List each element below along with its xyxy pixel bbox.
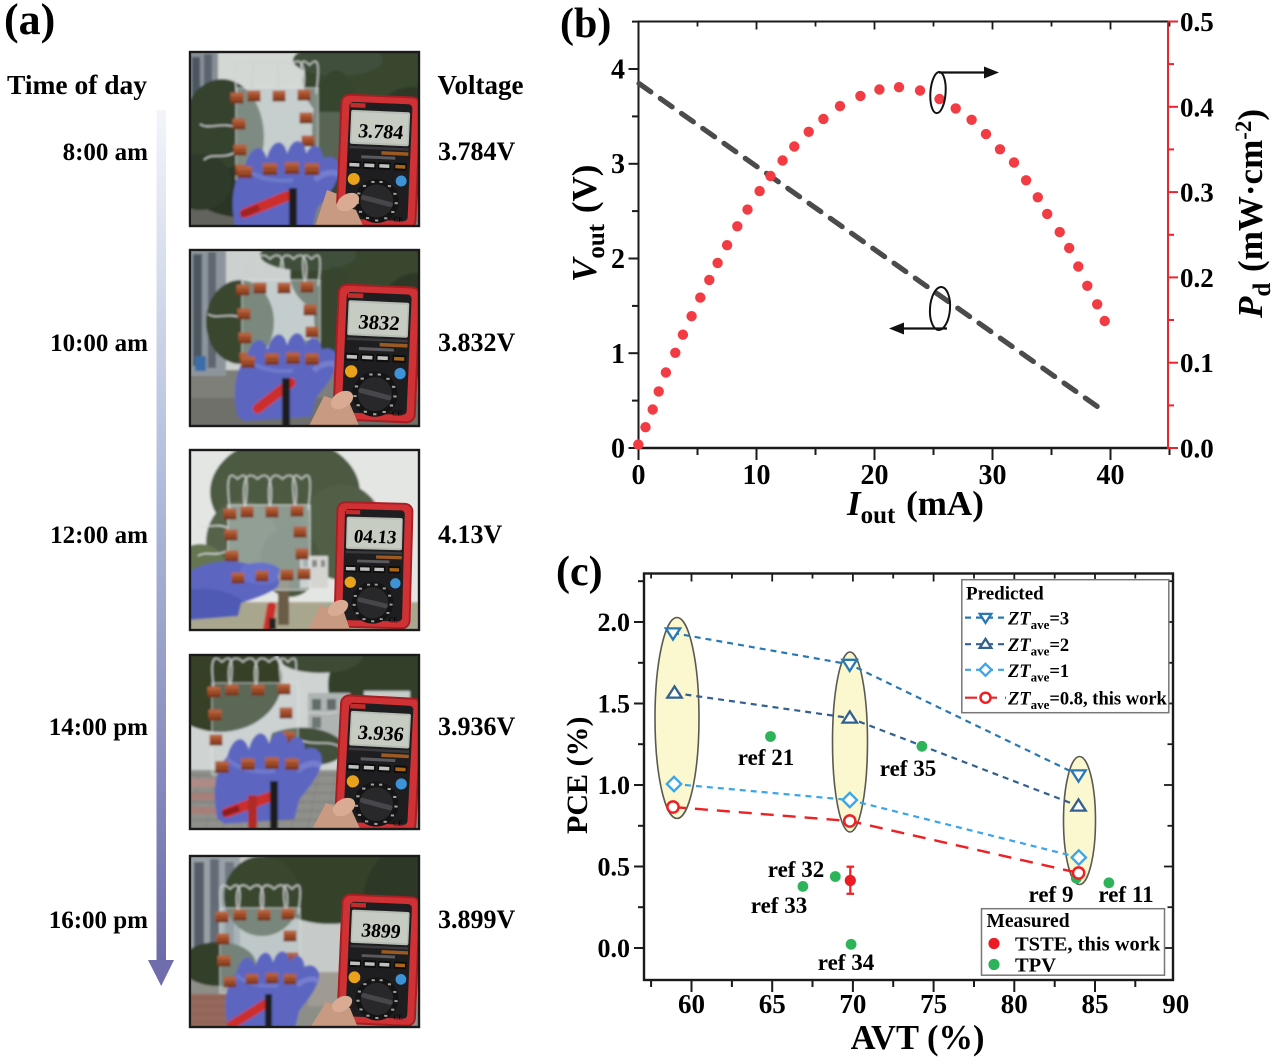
svg-text:40: 40 bbox=[1097, 460, 1125, 491]
svg-text:3.936: 3.936 bbox=[356, 722, 405, 746]
svg-text:Iout (mA): Iout (mA) bbox=[846, 484, 984, 529]
svg-text:3.784: 3.784 bbox=[357, 120, 405, 144]
svg-text:ref 35: ref 35 bbox=[880, 756, 936, 781]
svg-text:Measured: Measured bbox=[987, 911, 1070, 932]
svg-text:ref 34: ref 34 bbox=[818, 950, 875, 975]
svg-text:0: 0 bbox=[632, 460, 646, 491]
svg-text:ZTave=2: ZTave=2 bbox=[1007, 636, 1069, 659]
svg-text:0.4: 0.4 bbox=[1180, 92, 1214, 122]
svg-text:ZTave=3: ZTave=3 bbox=[1007, 610, 1069, 633]
svg-text:(a): (a) bbox=[4, 0, 55, 44]
svg-text:0.5: 0.5 bbox=[1180, 7, 1214, 37]
svg-text:30: 30 bbox=[979, 460, 1007, 491]
svg-text:ZTave=0.8, this work: ZTave=0.8, this work bbox=[1007, 690, 1168, 713]
svg-text:ref 21: ref 21 bbox=[738, 745, 794, 770]
svg-text:75: 75 bbox=[920, 989, 947, 1019]
svg-text:70: 70 bbox=[839, 989, 866, 1019]
svg-text:3.784V: 3.784V bbox=[438, 137, 516, 166]
svg-text:Vout (V): Vout (V) bbox=[565, 165, 610, 282]
svg-text:3832: 3832 bbox=[357, 312, 401, 336]
svg-text:2: 2 bbox=[611, 244, 625, 275]
svg-text:CE: CE bbox=[393, 1012, 403, 1021]
svg-text:16:00 pm: 16:00 pm bbox=[49, 907, 148, 934]
svg-text:0: 0 bbox=[611, 434, 625, 465]
svg-text:3899: 3899 bbox=[360, 920, 402, 943]
svg-text:3: 3 bbox=[611, 149, 625, 180]
svg-text:3.936V: 3.936V bbox=[438, 712, 516, 741]
svg-text:90: 90 bbox=[1162, 989, 1189, 1019]
svg-text:TSTE, this work: TSTE, this work bbox=[1015, 934, 1161, 956]
svg-text:CE: CE bbox=[389, 616, 398, 624]
svg-text:CE: CE bbox=[392, 409, 403, 418]
svg-text:65: 65 bbox=[759, 989, 786, 1019]
svg-text:10:00 am: 10:00 am bbox=[50, 330, 148, 357]
svg-text:AVT (%): AVT (%) bbox=[851, 1019, 985, 1057]
svg-text:04.13: 04.13 bbox=[353, 526, 398, 548]
svg-text:0.2: 0.2 bbox=[1180, 263, 1214, 293]
svg-text:3.899V: 3.899V bbox=[438, 905, 516, 934]
svg-text:1: 1 bbox=[611, 339, 625, 370]
svg-text:85: 85 bbox=[1082, 989, 1109, 1019]
svg-text:10: 10 bbox=[743, 460, 771, 491]
svg-text:ZTave=1: ZTave=1 bbox=[1007, 662, 1069, 685]
svg-text:2.0: 2.0 bbox=[598, 608, 631, 637]
svg-text:0.0: 0.0 bbox=[1180, 434, 1214, 464]
svg-text:12:00 am: 12:00 am bbox=[50, 522, 148, 549]
svg-text:1.5: 1.5 bbox=[598, 690, 631, 719]
svg-text:0.0: 0.0 bbox=[598, 934, 631, 963]
svg-text:TPV: TPV bbox=[1015, 955, 1056, 977]
svg-text:(b): (b) bbox=[560, 1, 611, 47]
svg-text:8:00 am: 8:00 am bbox=[63, 139, 149, 166]
svg-text:ref 33: ref 33 bbox=[751, 893, 807, 918]
svg-text:CE: CE bbox=[393, 818, 404, 828]
svg-text:(c): (c) bbox=[556, 549, 603, 595]
svg-text:20: 20 bbox=[861, 460, 889, 491]
svg-text:80: 80 bbox=[1001, 989, 1028, 1019]
svg-text:0.3: 0.3 bbox=[1180, 178, 1214, 208]
svg-text:ref 32: ref 32 bbox=[768, 857, 824, 882]
svg-text:Predicted: Predicted bbox=[966, 584, 1044, 605]
svg-text:60: 60 bbox=[678, 989, 705, 1019]
svg-text:ref 9: ref 9 bbox=[1029, 882, 1074, 907]
svg-text:14:00 pm: 14:00 pm bbox=[49, 714, 148, 741]
svg-text:Voltage: Voltage bbox=[438, 70, 524, 100]
svg-text:0.1: 0.1 bbox=[1180, 348, 1214, 378]
svg-text:Time of day: Time of day bbox=[7, 69, 147, 100]
svg-text:3.832V: 3.832V bbox=[438, 328, 516, 357]
svg-text:1.0: 1.0 bbox=[598, 771, 631, 800]
svg-text:ref 11: ref 11 bbox=[1098, 882, 1153, 907]
svg-text:Pd (mW·cm-2): Pd (mW·cm-2) bbox=[1231, 109, 1271, 319]
svg-text:CE: CE bbox=[393, 215, 403, 224]
svg-text:PCE (%): PCE (%) bbox=[561, 717, 594, 834]
svg-text:4: 4 bbox=[611, 55, 625, 86]
svg-text:0.5: 0.5 bbox=[598, 853, 631, 882]
svg-text:4.13V: 4.13V bbox=[438, 520, 503, 549]
